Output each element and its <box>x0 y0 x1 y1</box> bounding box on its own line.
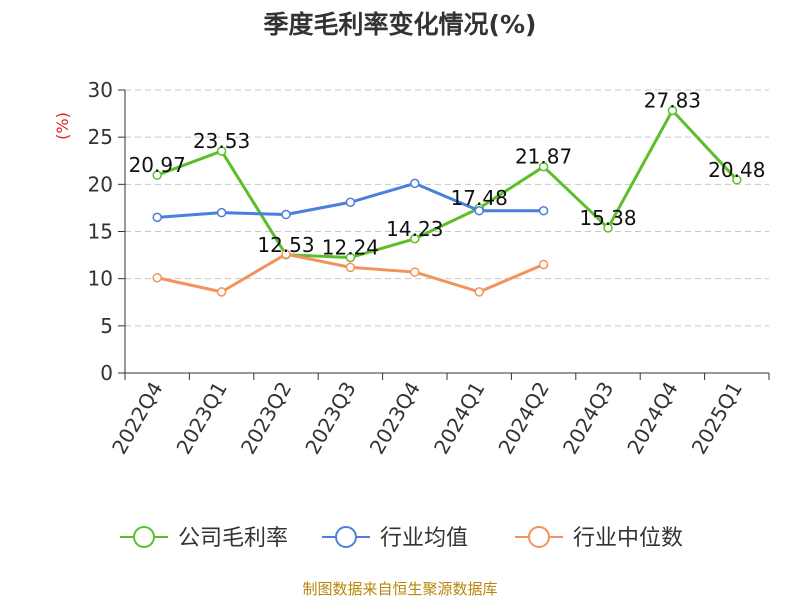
point-1-4 <box>410 178 420 189</box>
point-0-6 <box>538 161 549 172</box>
data-label-3: 12.24 <box>322 236 379 260</box>
data-label-0: 20.97 <box>129 153 186 177</box>
x-tick-label-2025Q1: 2025Q1 <box>687 378 747 459</box>
data-label-5: 17.48 <box>451 186 508 210</box>
grid-lines <box>125 89 769 327</box>
axes <box>118 89 770 380</box>
x-tick-label-2024Q1: 2024Q1 <box>429 378 489 459</box>
legend-item-2: 行业中位数 <box>515 526 683 551</box>
data-label-8: 27.83 <box>644 88 701 112</box>
data-label-7: 15.38 <box>579 206 636 230</box>
point-2-3 <box>345 262 356 273</box>
point-2-5 <box>474 287 484 297</box>
legend-marker-1 <box>335 526 357 548</box>
source-note: 制图数据来自恒生聚源数据库 <box>302 580 497 598</box>
data-labels: 20.97 23.53 12.53 12.24 14.23 17.48 21.87 15.38… <box>129 88 766 259</box>
legend-item-0: 公司毛利率 <box>120 526 288 551</box>
point-1-0 <box>152 212 162 223</box>
x-tick-label-2023Q2: 2023Q2 <box>236 378 296 459</box>
legend-item-1: 行业均值 <box>322 526 468 551</box>
data-label-4: 14.23 <box>386 217 443 241</box>
data-label-6: 21.87 <box>515 145 572 169</box>
x-tick-label-2024Q2: 2024Q2 <box>493 378 553 459</box>
legend-label-0: 公司毛利率 <box>178 526 288 551</box>
legend-marker-2 <box>528 526 550 548</box>
point-2-0 <box>152 272 162 283</box>
y-tick-label-0: 0 <box>100 361 113 385</box>
x-tick-label-2023Q1: 2023Q1 <box>171 378 231 459</box>
x-tick-label-2024Q4: 2024Q4 <box>622 378 682 459</box>
y-tick-label-30: 30 <box>88 78 113 102</box>
y-tick-label-20: 20 <box>88 172 113 196</box>
point-1-5 <box>474 205 484 216</box>
point-2-2 <box>281 249 291 259</box>
x-tick-label-2023Q3: 2023Q3 <box>300 378 360 459</box>
x-tick-label-2023Q4: 2023Q4 <box>365 378 425 459</box>
series-1 <box>152 178 549 223</box>
y-tick-label-15: 15 <box>88 220 113 244</box>
legend-marker-0 <box>133 526 155 548</box>
point-0-3 <box>345 252 356 263</box>
point-0-4 <box>410 234 420 244</box>
legend-label-1: 行业均值 <box>380 526 468 551</box>
y-tick-label-25: 25 <box>88 125 113 149</box>
point-0-9 <box>732 175 742 185</box>
y-tick-label-10: 10 <box>88 267 113 291</box>
series-2 <box>152 249 549 297</box>
y-tick-labels: 0 5 10 15 20 25 30 <box>88 78 113 385</box>
data-label-2: 12.53 <box>257 233 314 257</box>
point-2-1 <box>216 287 227 297</box>
x-tick-labels: 2022Q4 2023Q1 2023Q2 2023Q3 2023Q4 2024Q1 2024… <box>107 378 747 459</box>
y-axis-label: (%) <box>53 112 72 140</box>
point-0-8 <box>667 105 678 116</box>
point-1-1 <box>216 207 227 218</box>
point-0-0 <box>152 170 162 180</box>
legend: 公司毛利率 行业均值 行业中位数 <box>120 526 683 551</box>
point-0-7 <box>603 223 613 233</box>
point-1-6 <box>538 205 549 216</box>
data-label-1: 23.53 <box>193 129 250 153</box>
legend-label-2: 行业中位数 <box>573 526 683 551</box>
x-tick-label-2022Q4: 2022Q4 <box>107 378 167 459</box>
point-2-4 <box>410 267 420 277</box>
point-1-3 <box>345 197 356 208</box>
point-2-6 <box>538 259 549 270</box>
point-0-1 <box>216 146 227 156</box>
y-tick-label-5: 5 <box>100 314 113 338</box>
x-tick-label-2024Q3: 2024Q3 <box>558 378 618 459</box>
series-line-0 <box>156 108 738 260</box>
chart-title: 季度毛利率变化情况(%) <box>264 10 537 39</box>
point-1-2 <box>281 209 291 220</box>
series-layer <box>152 105 742 297</box>
data-label-9: 20.48 <box>708 158 765 182</box>
